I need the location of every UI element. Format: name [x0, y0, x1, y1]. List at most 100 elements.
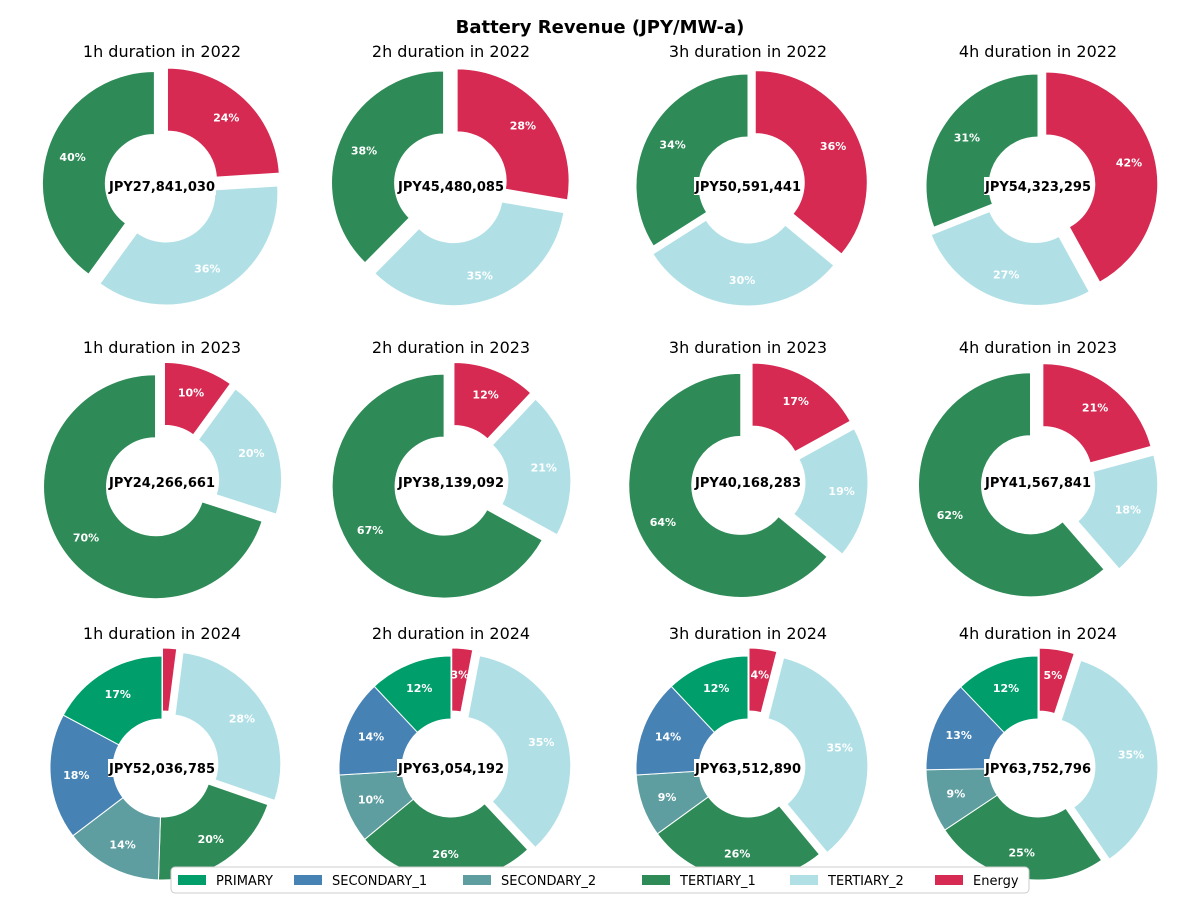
wedge-percent-label: 30% [729, 274, 755, 287]
donut-wedge-tertiary-1 [41, 71, 155, 275]
wedge-percent-label: 12% [993, 682, 1019, 695]
wedge-percent-label: 36% [820, 140, 846, 153]
donut-wedge-tertiary-2 [467, 655, 572, 849]
legend-swatch-energy [935, 875, 963, 885]
chart-title: Battery Revenue (JPY/MW-a) [456, 17, 745, 38]
legend-swatch-tertiary-1 [642, 875, 670, 885]
donut-wedge-primary [62, 655, 163, 746]
subplot-title: 4h duration in 2022 [959, 42, 1117, 61]
subplot-title: 2h duration in 2022 [372, 42, 530, 61]
center-label-background [108, 759, 216, 777]
center-total-label: JPY54,323,295 [984, 180, 1091, 195]
wedge-percent-label: 26% [724, 847, 750, 860]
subplot-title: 1h duration in 2024 [83, 624, 241, 643]
wedge-percent-label: 64% [650, 516, 676, 529]
donut-wedge-tertiary-1 [43, 374, 263, 600]
wedge-percent-label: 20% [198, 833, 224, 846]
legend-label: TERTIARY_2 [827, 874, 904, 889]
wedge-percent-label: 10% [178, 387, 204, 400]
donut-wedge-tertiary-2 [197, 388, 283, 515]
wedge-percent-label: 3% [450, 668, 469, 681]
wedge-percent-label: 4% [750, 669, 769, 682]
center-total-label: JPY24,266,661 [108, 476, 215, 491]
center-label-background [694, 473, 802, 491]
legend-swatch-tertiary-2 [790, 875, 818, 885]
wedge-percent-label: 67% [357, 524, 383, 537]
wedge-percent-label: 14% [109, 838, 135, 851]
donut-chart: 2h duration in 2023 12% 21% 67% JPY38,139,09… [331, 338, 572, 599]
donut-wedge-energy [453, 362, 532, 440]
donut-wedge-primary [960, 655, 1039, 734]
center-label-background [984, 473, 1092, 491]
legend-label: PRIMARY [216, 874, 273, 889]
legend-label: Energy [973, 874, 1019, 889]
donut-chart: 1h duration in 2022 24% 36% 40% JPY27,841,03… [41, 42, 280, 306]
donut-wedge-energy [456, 68, 570, 201]
legend-swatch-secondary-1 [294, 875, 322, 885]
center-label-background [397, 177, 505, 195]
subplot-title: 3h duration in 2024 [669, 624, 827, 643]
donut-wedge-tertiary-1 [628, 372, 828, 598]
center-total-label: JPY45,480,085 [397, 180, 504, 195]
donut-wedge-energy [751, 362, 851, 453]
center-total-label: JPY40,168,283 [694, 476, 801, 491]
wedge-percent-label: 24% [213, 112, 239, 125]
legend-label: TERTIARY_1 [679, 874, 756, 889]
legend-swatch-primary [178, 875, 206, 885]
subplot-title: 1h duration in 2022 [83, 42, 241, 61]
wedge-percent-label: 62% [937, 509, 963, 522]
donut-chart: 2h duration in 2024 3% 35% 26% 10% 14% 12% JPY6… [338, 624, 572, 881]
donut-wedge-primary [373, 655, 452, 733]
wedge-percent-label: 25% [1009, 846, 1035, 859]
donut-chart: 4h duration in 2023 21% 18% 62% JPY41,567,84… [918, 338, 1159, 598]
center-label-background [984, 177, 1092, 195]
donut-wedge-tertiary-1 [635, 73, 749, 247]
wedge-percent-label: 21% [531, 461, 557, 474]
donut-chart: 4h duration in 2022 42% 27% 31% JPY54,323,29… [925, 42, 1159, 306]
donut-wedge-tertiary-2 [652, 219, 835, 307]
donut-wedge-tertiary-2 [793, 428, 869, 555]
wedge-percent-label: 9% [947, 788, 966, 801]
donut-chart: 1h duration in 2023 10% 20% 70% JPY24,266,66… [43, 338, 283, 600]
center-total-label: JPY63,054,192 [397, 762, 504, 777]
donut-wedge-tertiary-2 [99, 185, 279, 306]
donut-chart: 3h duration in 2023 17% 19% 64% JPY40,168,28… [628, 338, 869, 598]
donut-wedge-energy [163, 361, 231, 436]
donut-wedge-tertiary-2 [491, 398, 572, 536]
wedge-percent-label: 26% [432, 848, 458, 861]
donut-wedge-energy [1038, 647, 1075, 715]
center-label-background [108, 473, 216, 491]
wedge-percent-label: 27% [993, 268, 1019, 281]
donut-wedge-tertiary-1 [944, 794, 1103, 881]
center-total-label: JPY52,036,785 [108, 762, 215, 777]
wedge-percent-label: 12% [703, 682, 729, 695]
subplot-title: 1h duration in 2023 [83, 338, 241, 357]
wedge-percent-label: 17% [105, 688, 131, 701]
donut-wedge-energy [754, 70, 868, 255]
center-total-label: JPY38,139,092 [397, 476, 504, 491]
donut-wedge-energy [451, 647, 474, 713]
donut-wedge-tertiary-1 [918, 372, 1105, 598]
donut-wedge-tertiary-1 [925, 73, 1039, 228]
wedge-percent-label: 35% [1118, 749, 1144, 762]
center-label-background [397, 759, 505, 777]
donut-chart: 3h duration in 2024 4% 35% 26% 9% 14% 12% JPY63… [635, 624, 869, 881]
wedge-percent-label: 14% [655, 730, 681, 743]
wedge-percent-label: 18% [1115, 503, 1141, 516]
wedge-percent-label: 70% [73, 531, 99, 544]
wedge-percent-label: 5% [1044, 669, 1063, 682]
wedge-percent-label: 42% [1116, 157, 1142, 170]
donut-chart: 4h duration in 2024 5% 35% 25% 9% 13% 12% JPY63… [925, 624, 1159, 881]
donut-wedge-energy [162, 647, 178, 712]
legend-frame [170, 866, 1030, 894]
subplot-title: 2h duration in 2023 [372, 338, 530, 357]
wedge-percent-label: 19% [828, 485, 854, 498]
wedge-percent-label: 35% [467, 270, 493, 283]
wedge-percent-label: 34% [659, 139, 685, 152]
wedge-percent-label: 17% [783, 395, 809, 408]
donut-chart: 3h duration in 2022 36% 30% 34% JPY50,591,44… [635, 42, 868, 307]
donut-wedge-tertiary-1 [331, 70, 445, 264]
wedge-percent-label: 36% [194, 262, 220, 275]
donut-wedge-energy [1045, 71, 1159, 283]
